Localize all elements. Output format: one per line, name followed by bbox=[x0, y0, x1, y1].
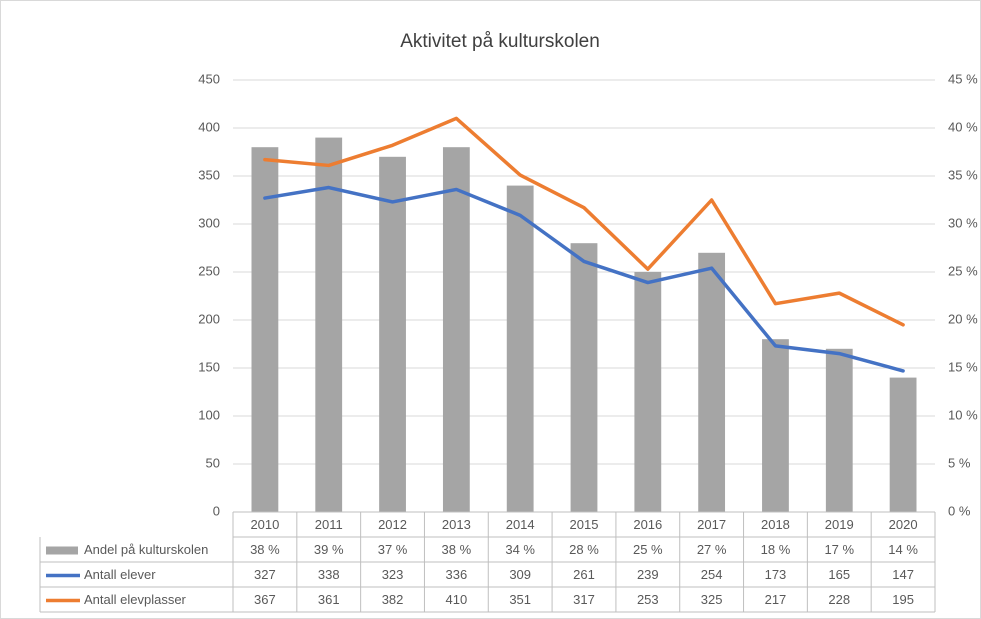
table-value: 253 bbox=[637, 592, 659, 607]
table-value: 27 % bbox=[697, 542, 727, 557]
table-value: 239 bbox=[637, 567, 659, 582]
line bbox=[263, 185, 905, 373]
x-tick-label: 2015 bbox=[570, 517, 599, 532]
x-tick-label: 2011 bbox=[315, 517, 343, 532]
table-value: 14 % bbox=[888, 542, 918, 557]
y-tick-label: 400 bbox=[198, 119, 220, 134]
table-value: 367 bbox=[254, 592, 276, 607]
y2-tick-label: 5 % bbox=[948, 455, 971, 470]
bar bbox=[889, 377, 917, 512]
table-value: 338 bbox=[318, 567, 340, 582]
table-value: 323 bbox=[382, 567, 404, 582]
y2-tick-label: 20 % bbox=[948, 311, 978, 326]
table-value: 173 bbox=[765, 567, 787, 582]
table-value: 228 bbox=[828, 592, 850, 607]
legend-label: Antall elever bbox=[84, 567, 156, 582]
table-value: 325 bbox=[701, 592, 723, 607]
y-tick-label: 50 bbox=[206, 455, 220, 470]
y2-tick-label: 15 % bbox=[948, 359, 978, 374]
table-value: 38 % bbox=[442, 542, 472, 557]
table-value: 147 bbox=[892, 567, 914, 582]
table-value: 217 bbox=[765, 592, 787, 607]
y-tick-label: 200 bbox=[198, 311, 220, 326]
x-tick-label: 2020 bbox=[889, 517, 918, 532]
table-value: 28 % bbox=[569, 542, 599, 557]
x-tick-label: 2016 bbox=[633, 517, 662, 532]
table-value: 382 bbox=[382, 592, 404, 607]
bar bbox=[698, 252, 726, 513]
table-value: 165 bbox=[828, 567, 850, 582]
bar bbox=[315, 137, 343, 512]
table-value: 327 bbox=[254, 567, 276, 582]
x-tick-label: 2010 bbox=[250, 517, 279, 532]
table-value: 39 % bbox=[314, 542, 344, 557]
table-value: 18 % bbox=[761, 542, 791, 557]
table-value: 351 bbox=[509, 592, 531, 607]
y2-tick-label: 30 % bbox=[948, 215, 978, 230]
y2-tick-label: 40 % bbox=[948, 119, 978, 134]
y-tick-label: 100 bbox=[198, 407, 220, 422]
line bbox=[263, 116, 905, 327]
table-value: 261 bbox=[573, 567, 595, 582]
table-value: 254 bbox=[701, 567, 723, 582]
y-tick-label: 250 bbox=[198, 263, 220, 278]
table-value: 17 % bbox=[824, 542, 854, 557]
x-tick-label: 2019 bbox=[825, 517, 854, 532]
table-value: 336 bbox=[446, 567, 468, 582]
table-value: 195 bbox=[892, 592, 914, 607]
y-tick-label: 150 bbox=[198, 359, 220, 374]
chart-title: Aktivitet på kulturskolen bbox=[400, 31, 600, 52]
table-value: 38 % bbox=[250, 542, 280, 557]
x-tick-label: 2013 bbox=[442, 517, 471, 532]
bar bbox=[570, 243, 598, 512]
bar bbox=[442, 147, 470, 512]
y-tick-label: 300 bbox=[198, 215, 220, 230]
bar bbox=[825, 348, 853, 512]
x-tick-label: 2014 bbox=[506, 517, 535, 532]
table-value: 34 % bbox=[505, 542, 535, 557]
y-tick-label: 0 bbox=[213, 503, 220, 518]
y2-tick-label: 45 % bbox=[948, 71, 978, 86]
x-tick-label: 2012 bbox=[378, 517, 407, 532]
x-tick-label: 2018 bbox=[761, 517, 790, 532]
y-tick-label: 350 bbox=[198, 167, 220, 182]
y-tick-label: 450 bbox=[198, 71, 220, 86]
bar bbox=[762, 339, 789, 512]
x-tick-label: 2017 bbox=[697, 517, 726, 532]
table-value: 37 % bbox=[378, 542, 408, 557]
legend-swatch bbox=[46, 546, 78, 555]
y2-tick-label: 0 % bbox=[948, 503, 971, 518]
legend-label: Antall elevplasser bbox=[84, 592, 187, 607]
bar bbox=[634, 272, 662, 512]
y2-tick-label: 25 % bbox=[948, 263, 978, 278]
bar bbox=[379, 156, 406, 513]
bar bbox=[506, 185, 534, 512]
table-value: 25 % bbox=[633, 542, 663, 557]
table-value: 361 bbox=[318, 592, 340, 607]
table-value: 317 bbox=[573, 592, 595, 607]
y2-tick-label: 10 % bbox=[948, 407, 978, 422]
table-value: 410 bbox=[446, 592, 468, 607]
y2-tick-label: 35 % bbox=[948, 167, 978, 182]
bar bbox=[251, 147, 279, 512]
table-value: 309 bbox=[509, 567, 531, 582]
legend-label: Andel på kulturskolen bbox=[84, 542, 208, 557]
